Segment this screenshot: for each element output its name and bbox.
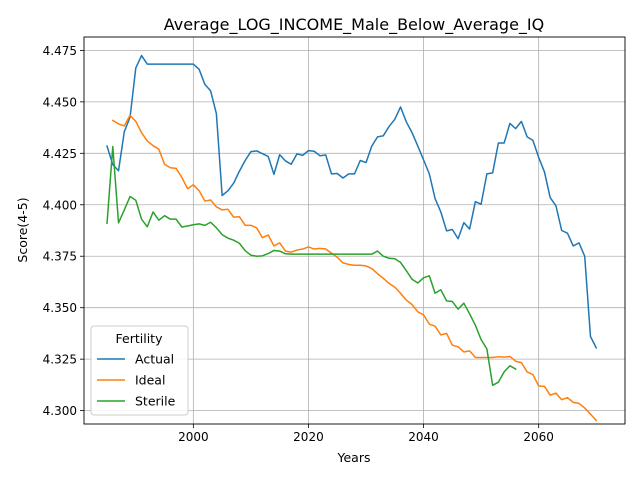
plot-area-frame [83,36,626,425]
y-tick-label: 4.400 [43,198,77,212]
x-tick-label: 2020 [293,430,324,444]
legend-title: Fertility [116,331,164,346]
series-line-actual [106,54,598,349]
x-tick-label: 2040 [408,430,439,444]
grid-lines [84,37,625,424]
y-tick-label: 4.450 [43,95,77,109]
y-tick-label: 4.425 [43,147,77,161]
legend: Fertility Actual Ideal Sterile [90,325,189,416]
series-layer [106,54,598,422]
x-axis-label: Years [337,450,371,465]
y-tick-label: 4.325 [43,353,77,367]
y-axis-ticks: 4.300 4.325 4.350 4.375 4.400 4.425 4.450 4.475 [43,44,84,418]
x-tick-label: 2000 [178,430,209,444]
legend-box [90,325,189,416]
y-tick-label: 4.475 [43,44,77,58]
legend-label-sterile: Sterile [135,394,176,409]
y-tick-label: 4.350 [43,301,77,315]
x-axis-ticks: 2000 2020 2040 2060 [178,424,554,444]
chart-title: Average_LOG_INCOME_Male_Below_Average_IQ [164,15,544,35]
legend-label-actual: Actual [135,352,174,367]
y-axis-label: Score(4-5) [15,197,30,262]
x-tick-label: 2060 [523,430,554,444]
legend-items: Actual Ideal Sterile [97,352,176,409]
y-tick-label: 4.300 [43,404,77,418]
series-line-ideal [111,114,598,422]
series-line-sterile [106,145,517,387]
legend-label-ideal: Ideal [135,373,165,388]
y-tick-label: 4.375 [43,250,77,264]
